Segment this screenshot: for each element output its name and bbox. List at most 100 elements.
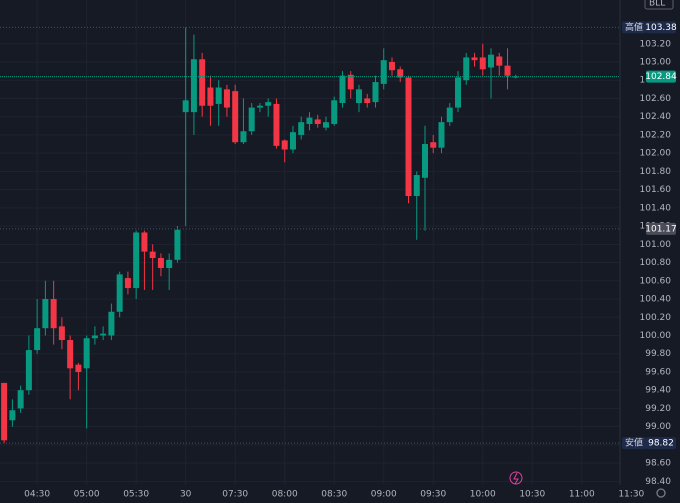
x-tick-label: 10:00: [470, 490, 496, 500]
y-tick-label: 98.60: [645, 459, 671, 469]
x-tick-label: 08:30: [321, 490, 347, 500]
y-tick-label: 101.00: [640, 240, 672, 250]
candle-body: [273, 103, 280, 146]
y-tick-label: 102.00: [640, 149, 672, 159]
candle-body: [438, 122, 445, 148]
candle-body: [347, 74, 354, 90]
marker-label-box: [622, 21, 646, 34]
candle-body: [42, 299, 49, 329]
candle-body: [331, 100, 338, 124]
x-tick-label: 07:30: [222, 490, 248, 500]
price-badge: [646, 222, 676, 235]
x-tick-label: 11:30: [618, 490, 644, 500]
candle-body: [413, 175, 420, 197]
y-tick-label: 100.60: [640, 276, 672, 286]
candle-body: [430, 142, 437, 148]
axes: 103.20103.00102.80102.60102.40102.20102.…: [24, 21, 677, 500]
y-tick-label: 101.40: [640, 203, 672, 213]
candle-body: [479, 57, 486, 70]
candle-body: [471, 57, 478, 61]
candle-body: [34, 328, 41, 351]
price-badge: [646, 21, 676, 34]
candle-body: [256, 105, 263, 108]
x-tick-label: 09:30: [420, 490, 446, 500]
candle-body: [50, 299, 57, 329]
candle-body: [455, 77, 462, 108]
price-badge: [646, 437, 676, 450]
y-tick-label: 99.00: [645, 422, 671, 432]
marker-label: 安値: [625, 437, 643, 449]
candle-body: [149, 251, 156, 258]
y-tick-label: 99.80: [645, 349, 671, 359]
candle-body: [463, 57, 470, 81]
y-tick-label: 102.60: [640, 94, 672, 104]
price-badge-label: 101.17: [645, 224, 677, 234]
y-tick-label: 99.20: [645, 404, 671, 414]
candle-body: [83, 338, 90, 369]
x-tick-label: 10:30: [519, 490, 545, 500]
price-badge: [646, 70, 676, 83]
candle-body: [240, 131, 247, 143]
y-tick-label: 102.20: [640, 130, 672, 140]
candle-body: [405, 77, 412, 197]
settings-icon[interactable]: [656, 488, 666, 498]
candle-body: [190, 59, 197, 113]
price-badge-label: 103.38: [645, 23, 677, 33]
candle-body: [91, 335, 98, 339]
y-tick-label: 99.60: [645, 367, 671, 377]
candle-body: [314, 119, 321, 124]
marker-label: 高値: [625, 21, 643, 33]
x-tick-label: 05:30: [123, 490, 149, 500]
y-tick-label: 101.80: [640, 167, 672, 177]
candle-body: [116, 274, 123, 312]
price-badge-label: 102.84: [645, 72, 677, 82]
y-tick-label: 100.20: [640, 313, 672, 323]
candle-body: [215, 87, 222, 104]
candle-body: [322, 122, 329, 128]
y-tick-label: 102.40: [640, 112, 672, 122]
price-badge-label: 98.82: [648, 439, 674, 449]
candle-body: [166, 259, 173, 269]
y-tick-label: 100.40: [640, 295, 672, 305]
symbol-box[interactable]: [644, 0, 674, 10]
candle-body: [199, 59, 206, 106]
candle-body: [174, 229, 181, 260]
lightning-icon[interactable]: [509, 471, 523, 485]
candle-body: [182, 100, 189, 113]
candle-body: [339, 75, 346, 104]
y-tick-label: 103.20: [640, 39, 672, 49]
candle-body: [298, 122, 305, 135]
candle-body: [355, 89, 362, 104]
candle-body: [124, 278, 131, 289]
candle-body: [9, 410, 16, 421]
plot: [0, 26, 620, 444]
y-tick-label: 100.80: [640, 258, 672, 268]
candle-body: [512, 76, 519, 78]
candle-body: [397, 69, 404, 78]
candle-body: [289, 132, 296, 150]
x-tick-label: 05:00: [74, 490, 100, 500]
candle-body: [75, 364, 82, 372]
candle-body: [17, 390, 24, 409]
candle-body: [488, 54, 495, 68]
symbol: BLL: [649, 0, 665, 9]
candle-body: [67, 340, 74, 369]
candle-body: [281, 140, 288, 150]
candle-body: [157, 257, 164, 269]
candle-body: [1, 382, 8, 441]
candle-body: [207, 87, 214, 106]
candle-body: [232, 91, 239, 143]
x-tick-label: 09:00: [371, 490, 397, 500]
candle-body: [446, 107, 453, 123]
candle-body: [306, 117, 313, 124]
candle-body: [380, 60, 387, 84]
candle-body: [58, 326, 65, 341]
candle-body: [223, 89, 230, 108]
candle-body: [496, 56, 503, 66]
candle-body: [265, 102, 272, 106]
candle-body: [141, 232, 148, 252]
candle-body: [25, 350, 32, 391]
x-tick-label: 04:30: [24, 490, 50, 500]
